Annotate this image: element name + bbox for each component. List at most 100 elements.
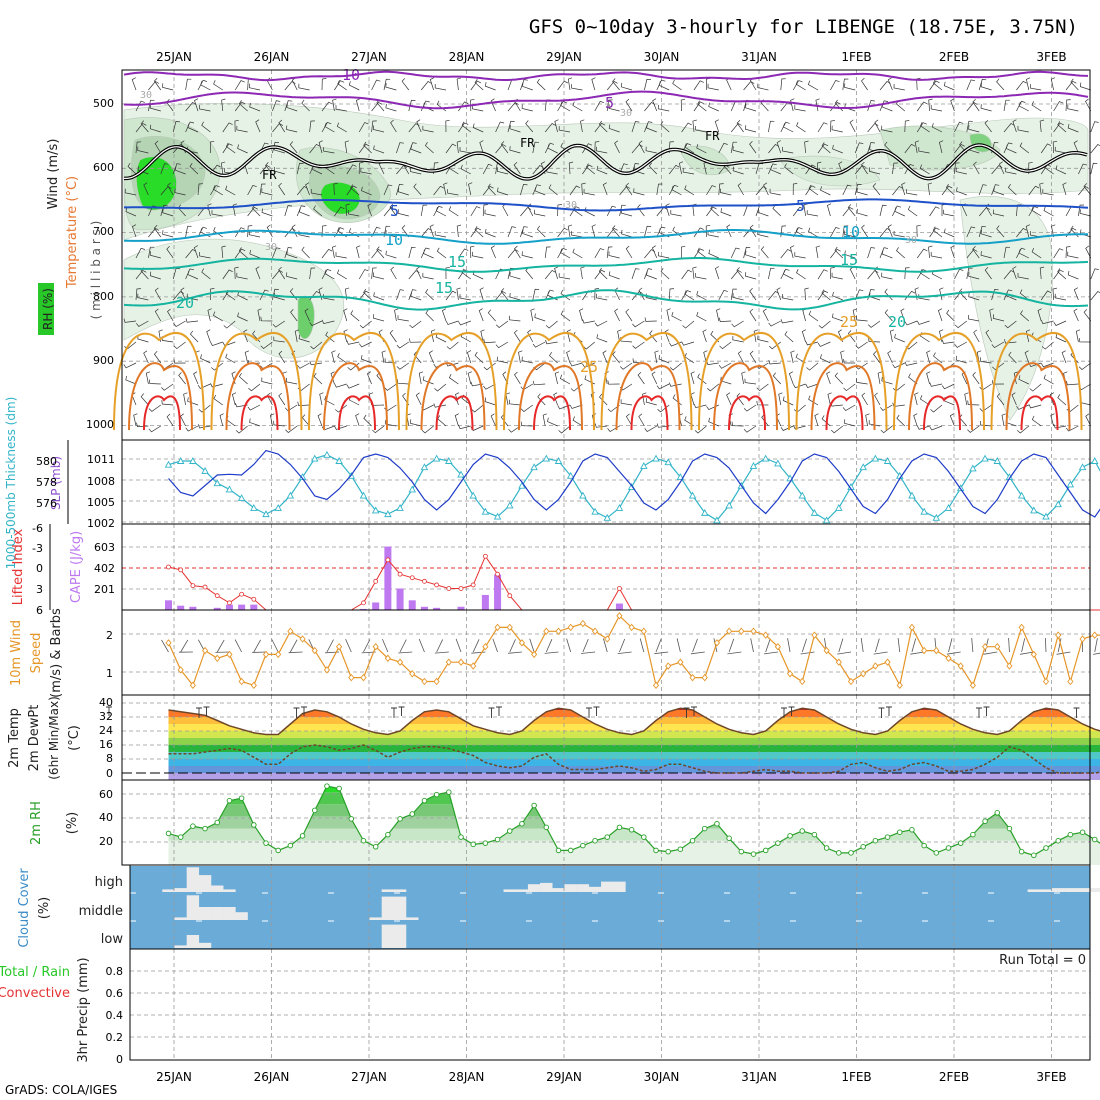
wind-barb [943,81,955,91]
wind-barb [135,122,147,133]
wind-barb [817,269,828,280]
wind-barb [879,100,889,112]
wind-barb [273,336,285,343]
wind-barb [284,100,293,112]
wind-barb [482,204,488,217]
wind-tick: 2 [106,629,113,642]
cape-bar [615,603,623,610]
wind-barb [213,80,223,91]
wind-barb [237,144,248,154]
wind-barb [656,183,663,196]
contour-label-temp: 25 [580,358,598,376]
wind-barb [1079,209,1091,217]
wind-barb [1073,287,1079,301]
wind-barb [776,140,782,154]
rh2m-point [677,846,684,852]
wind-barb [642,392,647,406]
wind10m-point [579,619,586,628]
thickness-point [189,457,197,464]
wind-barb [189,163,199,175]
wind-barb [396,341,409,349]
wind-barb [856,315,868,322]
contour-label-temp: 5 [796,197,805,215]
contour-15 [123,257,1089,273]
wind-barb [456,224,462,238]
wind-barb [358,162,364,175]
wind-barb [980,104,992,112]
wind-barb [914,392,919,406]
wind-barb [795,227,806,238]
wind-barb [167,182,174,196]
wind-barb [638,413,645,427]
wind-barb [805,164,816,175]
label-group: 3hr Precip (mm) [76,957,91,1062]
wind-barb [664,329,670,343]
li-tick: -6 [32,522,43,535]
temp-bands [168,708,1100,780]
wind-barb [1016,227,1027,238]
wind-barb [830,79,840,91]
wind-barb [127,162,137,175]
date-label: 25JAN [156,50,192,64]
wind-tick: 1 [106,667,113,680]
thickness-point [1042,512,1050,520]
wind-barb [690,371,695,385]
wind-barb [225,185,236,196]
wind-barb [702,329,707,343]
contour-label-temp: 5 [605,94,614,112]
wind-barb [210,288,215,301]
wind-barb [508,399,521,406]
wind10m-barb [911,638,917,653]
wind10m-barb [873,651,888,655]
rh2m-point [458,834,464,840]
wind-barb [726,224,732,238]
wind-barb [1043,206,1054,217]
wind-barb [371,79,381,91]
rh2m-point [299,833,306,839]
thickness-tick: 576 [36,497,57,510]
wind-barb [521,356,533,364]
wind-barb [309,120,315,133]
cloud-background [130,866,1090,949]
wind-barb [243,329,248,343]
wind-barb [571,84,583,91]
thickness-point [920,507,928,515]
wind10m-point [214,654,221,662]
wind10m-point [994,643,1001,651]
wind-barb [549,352,558,364]
wind-barb [1065,80,1077,91]
wind-barb [572,101,583,112]
wind-barb [409,338,422,343]
wind-barb [985,329,992,343]
wind-barb [668,288,675,301]
rh2m-point [372,844,379,850]
wind10m-point [531,650,538,659]
wind-barb [167,308,174,322]
wind-barb [534,209,546,217]
wind-barb [596,146,608,154]
cloud-bar [1051,888,1065,892]
wind-barb [520,404,534,412]
wind-barb [756,400,769,406]
wind-barb [482,185,494,196]
wind-barb [180,413,186,427]
wind-barb [225,353,236,364]
wind-barb [363,141,372,154]
wind-barb [954,121,964,133]
wind-barb [1057,268,1067,280]
wind-barb [989,308,994,322]
wind10m-barb [728,638,735,653]
wind-barb [1078,204,1085,217]
wind-barb [160,205,168,217]
contour-label-temp: 25 [840,313,858,331]
wind-barb [210,383,223,388]
wind10m-barb [545,639,553,653]
wind-barb [458,122,469,133]
wind-barb [769,188,781,196]
wind-barb [916,248,928,259]
rh2m-tick: 20 [99,835,113,848]
wind-barb [896,247,906,259]
temp-band [168,724,1100,731]
wind-barb [820,186,831,196]
cloud-bar [174,917,187,920]
